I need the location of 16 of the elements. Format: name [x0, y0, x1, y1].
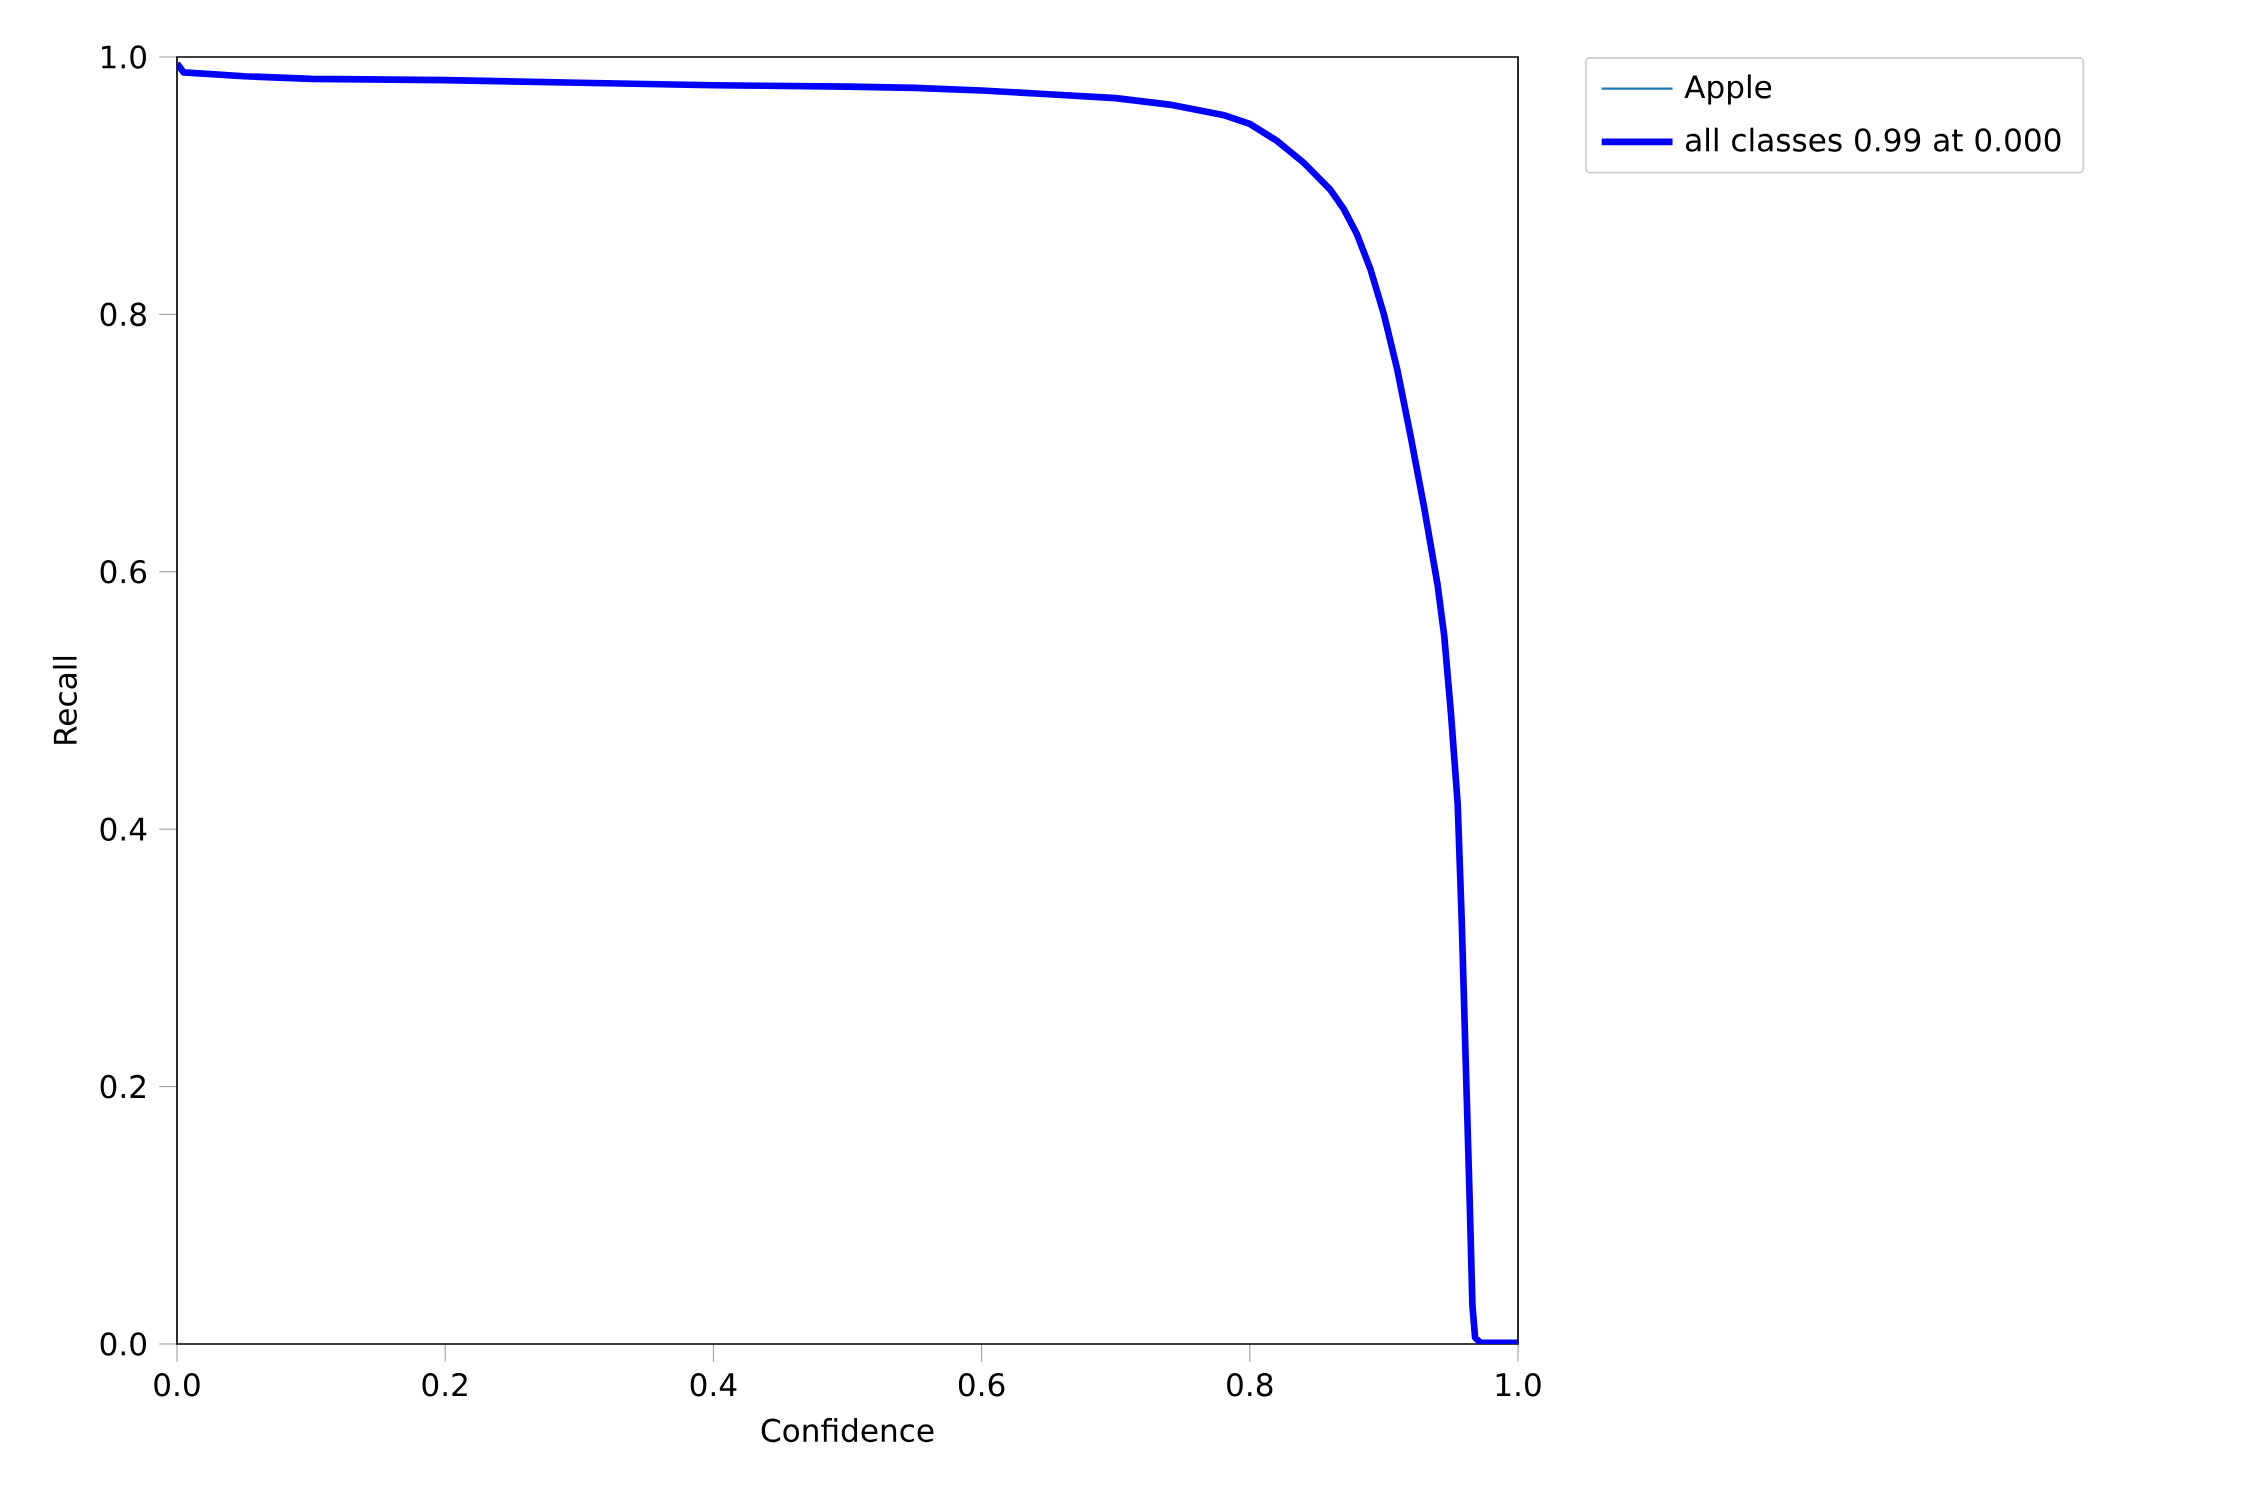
x-tick-label: 1.0	[1496, 1372, 1541, 1397]
y-tick-label: 1.0	[102, 45, 146, 69]
y-tick-label: 0.6	[100, 560, 147, 584]
x-tick-label: 0.4	[690, 1372, 737, 1397]
x-tick-label: 0.6	[958, 1372, 1005, 1397]
x-tick-label: 0.0	[154, 1372, 200, 1397]
y-tick-label: 0.4	[100, 817, 147, 841]
legend-label: all classes 0.99 at 0.000	[1686, 127, 2061, 152]
x-axis-title: Confidence	[761, 1418, 934, 1443]
x-tick-label: 0.2	[422, 1372, 467, 1397]
legend-label: Apple	[1684, 74, 1772, 105]
y-tick-label: 0.8	[100, 302, 146, 327]
x-tick-label: 0.8	[1227, 1372, 1273, 1397]
y-tick-label: 0.2	[100, 1074, 145, 1099]
y-axis-title: Recall	[52, 656, 77, 744]
y-tick-label: 0.0	[100, 1332, 146, 1356]
